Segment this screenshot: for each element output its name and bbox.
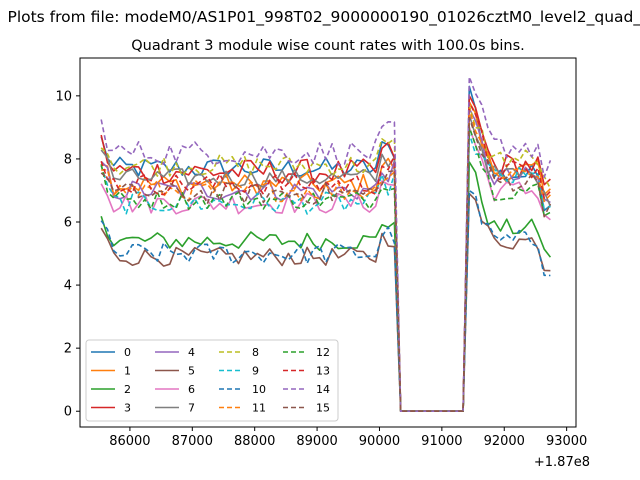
legend-label-11: 11: [252, 402, 266, 415]
legend-label-1: 1: [124, 365, 131, 378]
chart-title: Quadrant 3 module wise count rates with …: [131, 38, 525, 54]
legend-label-15: 15: [316, 402, 330, 415]
legend-label-4: 4: [188, 346, 195, 359]
legend-label-9: 9: [252, 365, 259, 378]
series-line-15: [100, 117, 552, 412]
y-tick-label: 6: [64, 216, 72, 231]
series-line-2: [100, 161, 552, 412]
x-tick-label: 90000: [359, 434, 400, 449]
y-tick-label: 0: [64, 405, 72, 420]
legend-label-6: 6: [188, 383, 195, 396]
series-line-11: [101, 107, 551, 412]
x-tick-label: 91000: [421, 434, 462, 449]
x-tick-label: 87000: [172, 434, 213, 449]
series-line-3: [100, 95, 551, 412]
legend-box: [85, 339, 339, 422]
series-line-7: [100, 114, 552, 412]
suptitle-text: Plots from file: modeM0/AS1P01_998T02_90…: [7, 8, 640, 26]
x-tick-label: 86000: [109, 434, 150, 449]
legend-label-10: 10: [252, 383, 266, 396]
x-offset-label: +1.87e8: [534, 455, 590, 470]
y-tick-label: 10: [55, 89, 72, 104]
legend-label-3: 3: [124, 402, 131, 415]
y-tick-label: 8: [64, 152, 72, 167]
series-line-5: [100, 192, 551, 412]
series-line-12: [100, 126, 551, 412]
x-tick-label: 92000: [484, 434, 525, 449]
legend-label-2: 2: [124, 383, 131, 396]
legend-label-8: 8: [252, 346, 259, 359]
series-line-8: [100, 104, 552, 412]
figure-suptitle: Plots from file: modeM0/AS1P01_998T02_90…: [0, 8, 640, 26]
series-line-6: [100, 126, 551, 412]
y-tick-label: 4: [64, 279, 72, 294]
plot-area: 86000 87000 88000 89000 90000 91000 92000 93000…: [55, 57, 587, 449]
x-tick-label: 88000: [234, 434, 275, 449]
series-line-13: [100, 101, 551, 412]
x-tick-label: 93000: [546, 434, 587, 449]
legend-label-7: 7: [188, 402, 195, 415]
legend-label-14: 14: [316, 383, 330, 396]
series-line-14: [100, 76, 552, 412]
legend-label-5: 5: [188, 365, 195, 378]
legend-label-12: 12: [316, 346, 330, 359]
y-tick-label: 2: [64, 342, 72, 357]
x-tick-label: 89000: [296, 434, 337, 449]
legend-label-13: 13: [316, 365, 330, 378]
axes-frame: [79, 57, 577, 428]
legend-label-0: 0: [124, 346, 131, 359]
